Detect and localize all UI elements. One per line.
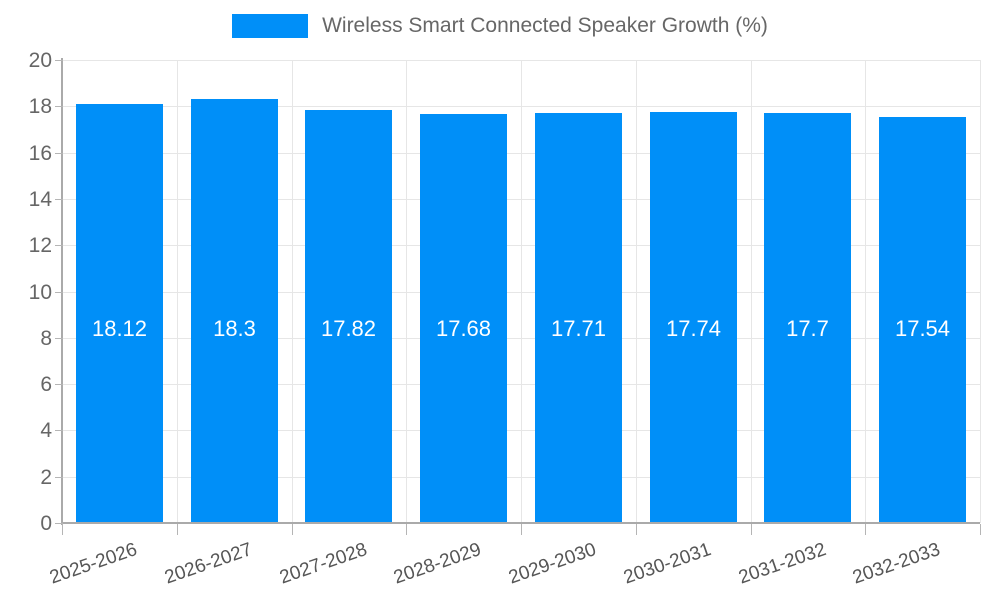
y-axis-tick-mark [55,523,63,524]
y-axis-tick-label: 18 [28,95,52,119]
bar[interactable]: 17.74 [650,112,737,523]
gridline-vertical [177,60,178,523]
y-axis-tick-label: 4 [40,419,52,443]
y-axis-tick-mark [55,476,63,478]
bar-value-label: 17.82 [320,316,377,341]
bar[interactable]: 18.3 [191,99,278,523]
x-axis-tick-label: 2030-2031 [621,539,714,589]
x-axis-tick-mark [636,524,637,535]
x-axis-tick-mark [521,524,522,535]
y-axis-tick-label: 16 [28,141,52,165]
x-axis-tick-label: 2028-2029 [391,539,484,589]
y-axis-tick-mark [55,152,63,154]
gridline-vertical [980,60,981,523]
legend-label: Wireless Smart Connected Speaker Growth … [322,14,768,37]
y-axis-tick-label: 0 [40,512,52,535]
gridline-vertical [406,60,407,523]
bar[interactable]: 17.7 [764,113,851,523]
y-axis-tick-mark [55,245,63,247]
y-axis-tick-label: 12 [28,234,52,258]
x-axis-tick-label: 2027-2028 [277,539,370,589]
x-axis-tick-mark [62,524,63,535]
y-axis-tick-label: 10 [28,280,52,304]
bar[interactable]: 17.54 [879,117,966,523]
x-axis-tick-mark [292,524,293,535]
bar-value-label: 17.74 [665,316,722,341]
chart-legend: Wireless Smart Connected Speaker Growth … [0,14,1000,38]
bar[interactable]: 18.12 [76,104,163,523]
y-axis-tick-mark [55,337,63,339]
x-axis-line [61,522,980,524]
bar[interactable]: 17.68 [420,114,507,523]
y-axis-tick-mark [55,430,63,432]
x-axis-tick-label: 2026-2027 [162,539,255,589]
bar-value-label: 17.7 [786,316,829,341]
legend-color-swatch[interactable] [232,14,309,38]
y-axis-tick-label: 2 [40,465,52,489]
x-axis-tick-label: 2031-2032 [736,539,829,589]
x-axis-tick-mark [865,524,866,535]
bar-value-label: 17.54 [894,316,951,341]
x-axis-tick-label: 2029-2030 [506,539,599,589]
gridline-vertical [865,60,866,523]
y-axis-tick-mark [55,384,63,386]
y-axis-tick-mark [55,291,63,293]
y-axis-tick-mark [55,60,63,61]
x-axis-tick-mark [406,524,407,535]
x-axis-tick-mark [751,524,752,535]
bar-value-label: 17.71 [550,316,607,341]
bar-value-label: 17.68 [435,316,492,341]
bar-value-label: 18.12 [91,316,148,341]
gridline-vertical [636,60,637,523]
gridline-vertical [751,60,752,523]
bar-value-label: 18.3 [213,316,256,341]
x-axis-tick-mark [980,524,981,535]
y-axis-tick-label: 20 [28,49,52,72]
y-axis-tick-mark [55,198,63,200]
plot-area: 18.12 18.3 17.82 17.68 17.71 17.74 17.7 17.54 [62,60,981,524]
y-axis-tick-label: 14 [28,187,52,211]
y-axis-tick-mark [55,106,63,108]
y-axis-tick-label: 6 [40,373,52,397]
bar[interactable]: 17.71 [535,113,622,523]
bar[interactable]: 17.82 [305,110,392,523]
y-axis: 0 2 4 6 8 10 12 14 16 18 20 [0,0,52,600]
x-axis-tick-label: 2032-2033 [850,539,943,589]
y-axis-tick-label: 8 [40,326,52,350]
gridline-vertical [292,60,293,523]
gridline-vertical [521,60,522,523]
x-axis-tick-mark [177,524,178,535]
